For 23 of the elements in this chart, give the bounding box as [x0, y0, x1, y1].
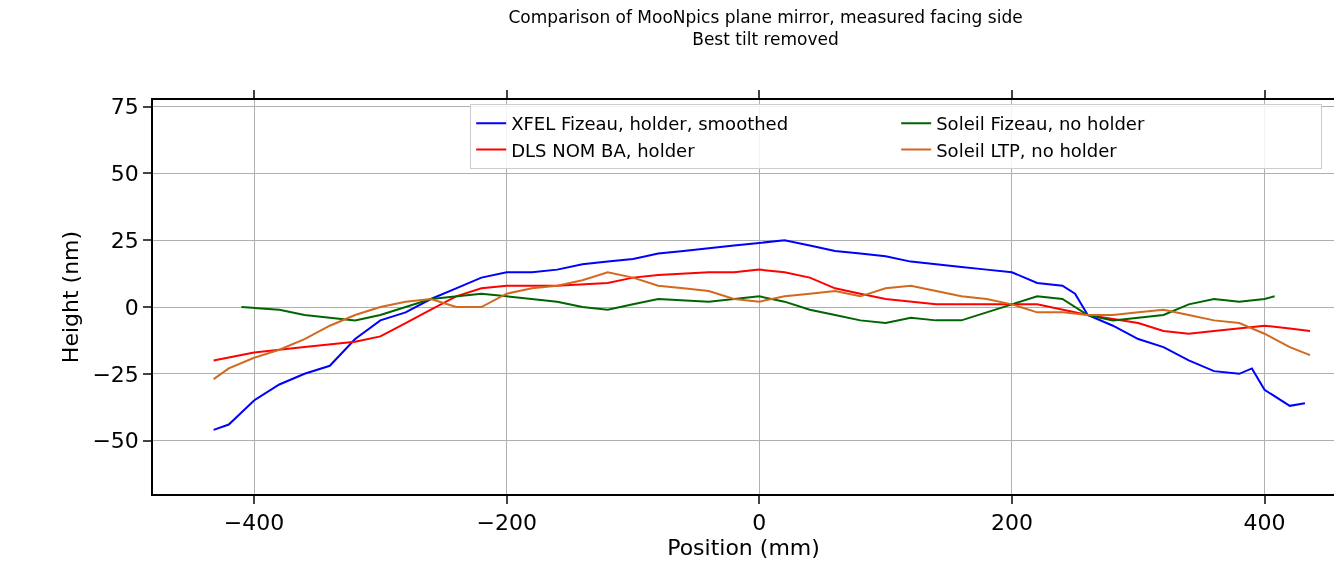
line-series — [240, 292, 1276, 325]
x-tick-label: 200 — [990, 510, 1033, 536]
chart-subtitle: Best tilt removed — [692, 28, 839, 49]
y-tick-label: 25 — [110, 227, 139, 253]
y-tick-label: −25 — [92, 361, 139, 387]
line-series — [212, 271, 1311, 381]
x-tick-label: 0 — [752, 510, 767, 536]
legend-label: DLS NOM BA, holder — [511, 139, 696, 161]
x-tick-label: −400 — [223, 510, 285, 536]
y-tick-label: 75 — [110, 94, 139, 120]
legend-label: XFEL Fizeau, holder, smoothed — [511, 113, 789, 135]
legend-label: Soleil Fizeau, no holder — [936, 113, 1145, 135]
x-tick-label: −200 — [476, 510, 537, 536]
legend-label: Soleil LTP, no holder — [936, 139, 1118, 161]
chart-title: Comparison of MooNpics plane mirror, measured facing side — [508, 6, 1023, 27]
x-tick-label: 400 — [1243, 510, 1286, 536]
x-axis-title: Position (mm) — [667, 535, 820, 561]
line-series — [212, 239, 1306, 431]
line-series — [212, 268, 1311, 362]
y-tick-label: −50 — [92, 428, 139, 454]
y-axis-title: Height (nm) — [57, 230, 83, 364]
y-tick-label: 0 — [124, 294, 139, 320]
y-tick-label: 50 — [110, 161, 139, 187]
